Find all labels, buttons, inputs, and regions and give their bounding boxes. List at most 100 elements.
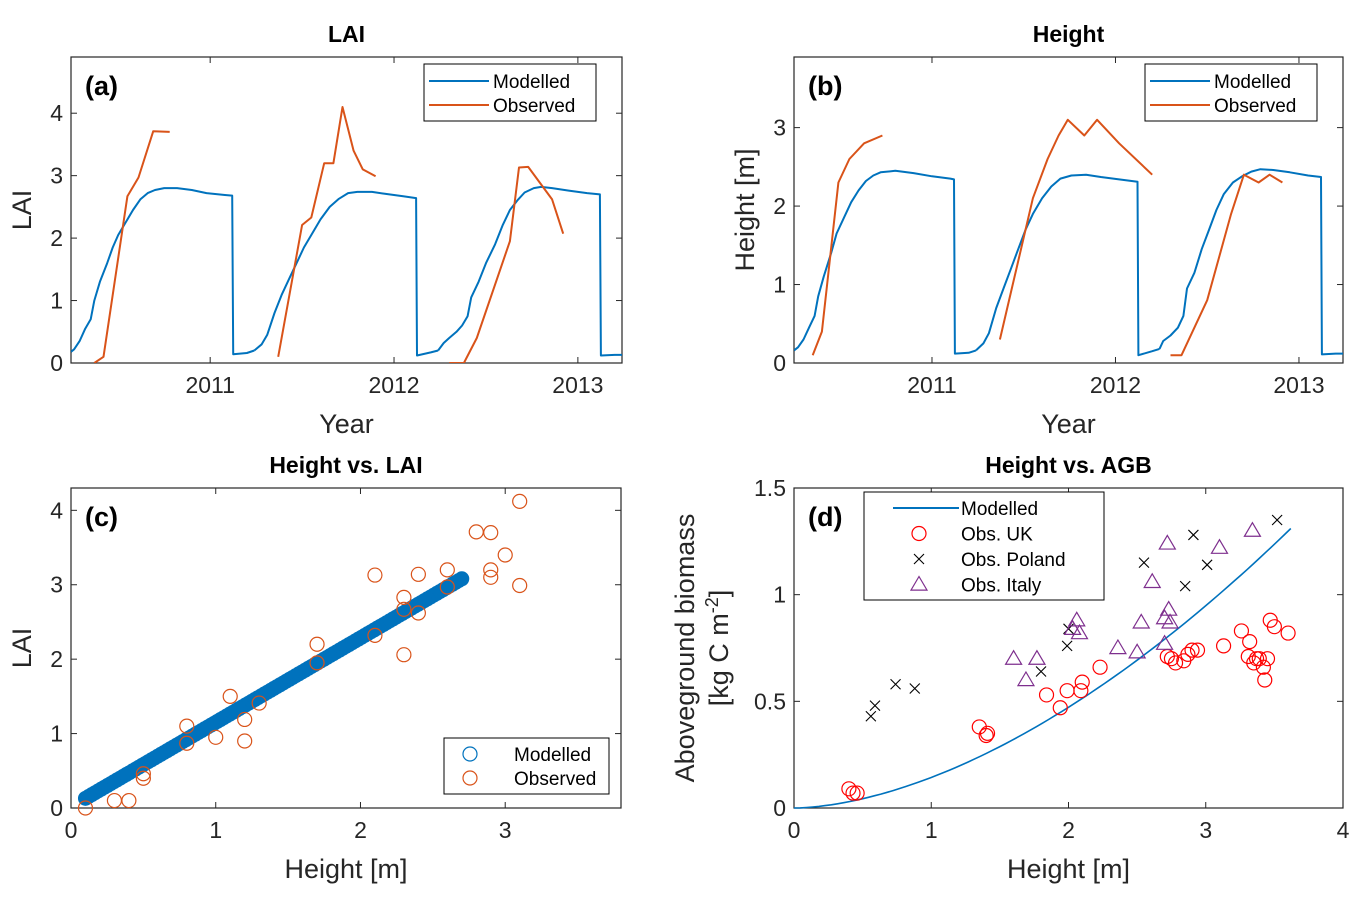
- y-tick-label: 1.5: [754, 475, 786, 501]
- observed-point: [367, 567, 383, 583]
- observed-point: [135, 770, 151, 786]
- obs-uk-point: [1266, 619, 1282, 635]
- legend-swatch-0: [462, 746, 478, 762]
- obs-italy-point: [1108, 638, 1127, 655]
- obs-uk-point: [1074, 674, 1090, 690]
- obs-italy-point: [1063, 619, 1082, 635]
- series-observed-line: [277, 106, 377, 357]
- y-tick-label: 3: [773, 115, 786, 141]
- observed-point: [410, 605, 426, 621]
- chart-title: LAI: [328, 21, 365, 47]
- legend-label-0: Modelled: [514, 745, 591, 766]
- x-tick-label: 2013: [552, 372, 603, 398]
- obs-uk-point: [1167, 655, 1184, 671]
- observed-point: [497, 547, 513, 563]
- series-modelled-line: [253, 190, 439, 357]
- legend: Modelled Observed: [443, 737, 610, 795]
- legend-box: [423, 63, 597, 122]
- x-tick-label: 2: [1062, 817, 1075, 843]
- obs-uk-point: [1059, 683, 1075, 699]
- panel-d: Height vs. AGB 0 1 2 3 4 0 0.5 1 1.5 Height [m] (d)…: [670, 452, 1350, 884]
- obs-uk-point: [1163, 651, 1180, 667]
- obs-uk-point: [978, 727, 994, 744]
- obs-uk-point: [1180, 646, 1196, 663]
- y-axis-label-line1: Aboveground biomass: [670, 514, 700, 783]
- observed-point: [309, 636, 325, 652]
- legend: Modelled Observed: [423, 63, 597, 122]
- obs-uk-point: [1092, 659, 1108, 675]
- legend-label-1: Observed: [514, 769, 596, 790]
- obs-uk-point: [1259, 651, 1276, 667]
- y-tick-label: 0: [773, 350, 786, 376]
- x-axis-label: Height [m]: [1007, 854, 1130, 884]
- x-tick-label: 2011: [185, 372, 234, 398]
- obs-poland-point: [1271, 514, 1283, 526]
- y-tick-label: 0.5: [754, 688, 786, 714]
- panel-tag: (a): [85, 71, 118, 101]
- observed-point: [483, 569, 499, 585]
- legend-label-3: Obs. Italy: [961, 576, 1042, 597]
- obs-poland-point: [1138, 557, 1150, 569]
- modelled-curve: [793, 527, 1292, 809]
- obs-uk-point: [849, 785, 865, 801]
- obs-uk-point: [979, 725, 996, 741]
- y-axis-label: LAI: [7, 190, 37, 231]
- observed-point: [396, 589, 412, 605]
- panel-a: LAI 2011 2012 2013 0 1 2 3 4 Year (a) LAI Modelled Ob…: [7, 21, 623, 439]
- x-tick-label: 1: [209, 817, 222, 843]
- legend-label-1: Obs. UK: [961, 525, 1033, 546]
- y-tick-label: 1: [773, 582, 786, 608]
- legend: Modelled Observed: [1144, 63, 1318, 122]
- y-tick-label: 0: [773, 795, 786, 821]
- legend-box: [1144, 63, 1318, 122]
- x-tick-label: 3: [499, 817, 512, 843]
- obs-italy-point: [1155, 608, 1174, 625]
- y-tick-label: 2: [773, 193, 786, 219]
- observed-point: [237, 733, 253, 749]
- obs-poland-point: [1179, 580, 1191, 592]
- x-axis-label: Height [m]: [284, 854, 407, 884]
- observed-point: [251, 695, 267, 711]
- obs-italy-point: [1159, 600, 1178, 616]
- observed-point: [439, 562, 455, 578]
- y-axis-label: Height [m]: [730, 148, 760, 271]
- obs-uk-point: [845, 785, 861, 801]
- series-modelled-line: [71, 187, 255, 356]
- obs-uk-point: [1280, 625, 1296, 641]
- obs-uk-point: [1248, 651, 1265, 667]
- y-tick-label: 0: [50, 795, 63, 821]
- obs-poland-point: [1061, 640, 1073, 652]
- legend-label-1: Observed: [1214, 96, 1296, 117]
- x-tick-label: 0: [65, 817, 78, 843]
- obs-uk-point: [1233, 623, 1250, 639]
- obs-uk-point: [1038, 687, 1055, 703]
- y-tick-label: 4: [50, 497, 63, 523]
- y-label-superscript: -2: [702, 597, 722, 613]
- x-tick-label: 1: [925, 817, 938, 843]
- obs-uk-point: [841, 781, 857, 797]
- obs-poland-point: [1035, 666, 1047, 677]
- y-axis-label: LAI: [7, 628, 37, 669]
- panel-tag: (b): [808, 71, 842, 101]
- panel-tag: (c): [85, 502, 118, 532]
- observed-point: [179, 735, 195, 751]
- obs-poland-point: [1188, 529, 1199, 541]
- obs-italy-point: [1155, 634, 1174, 650]
- y-label-bracket: ]: [704, 590, 734, 598]
- obs-italy-point: [1158, 534, 1177, 550]
- y-tick-label: 0: [50, 350, 63, 376]
- obs-uk-point: [1073, 683, 1089, 699]
- obs-italy-point: [1070, 623, 1089, 640]
- axes-frame: [70, 56, 623, 364]
- obs-poland-point: [909, 683, 921, 694]
- obs-uk-point: [1255, 659, 1271, 675]
- legend-label-0: Modelled: [493, 72, 570, 93]
- observed-point: [512, 577, 528, 594]
- panel-b: Height 2011 2012 2013 0 1 2 3 Year (b) Height [m] M…: [730, 21, 1344, 439]
- y-label-units: [kg C m: [704, 613, 734, 706]
- obs-poland-point: [869, 700, 881, 711]
- obs-italy-point: [1243, 521, 1262, 537]
- series-modelled-line: [975, 173, 1160, 357]
- observed-point: [106, 792, 123, 809]
